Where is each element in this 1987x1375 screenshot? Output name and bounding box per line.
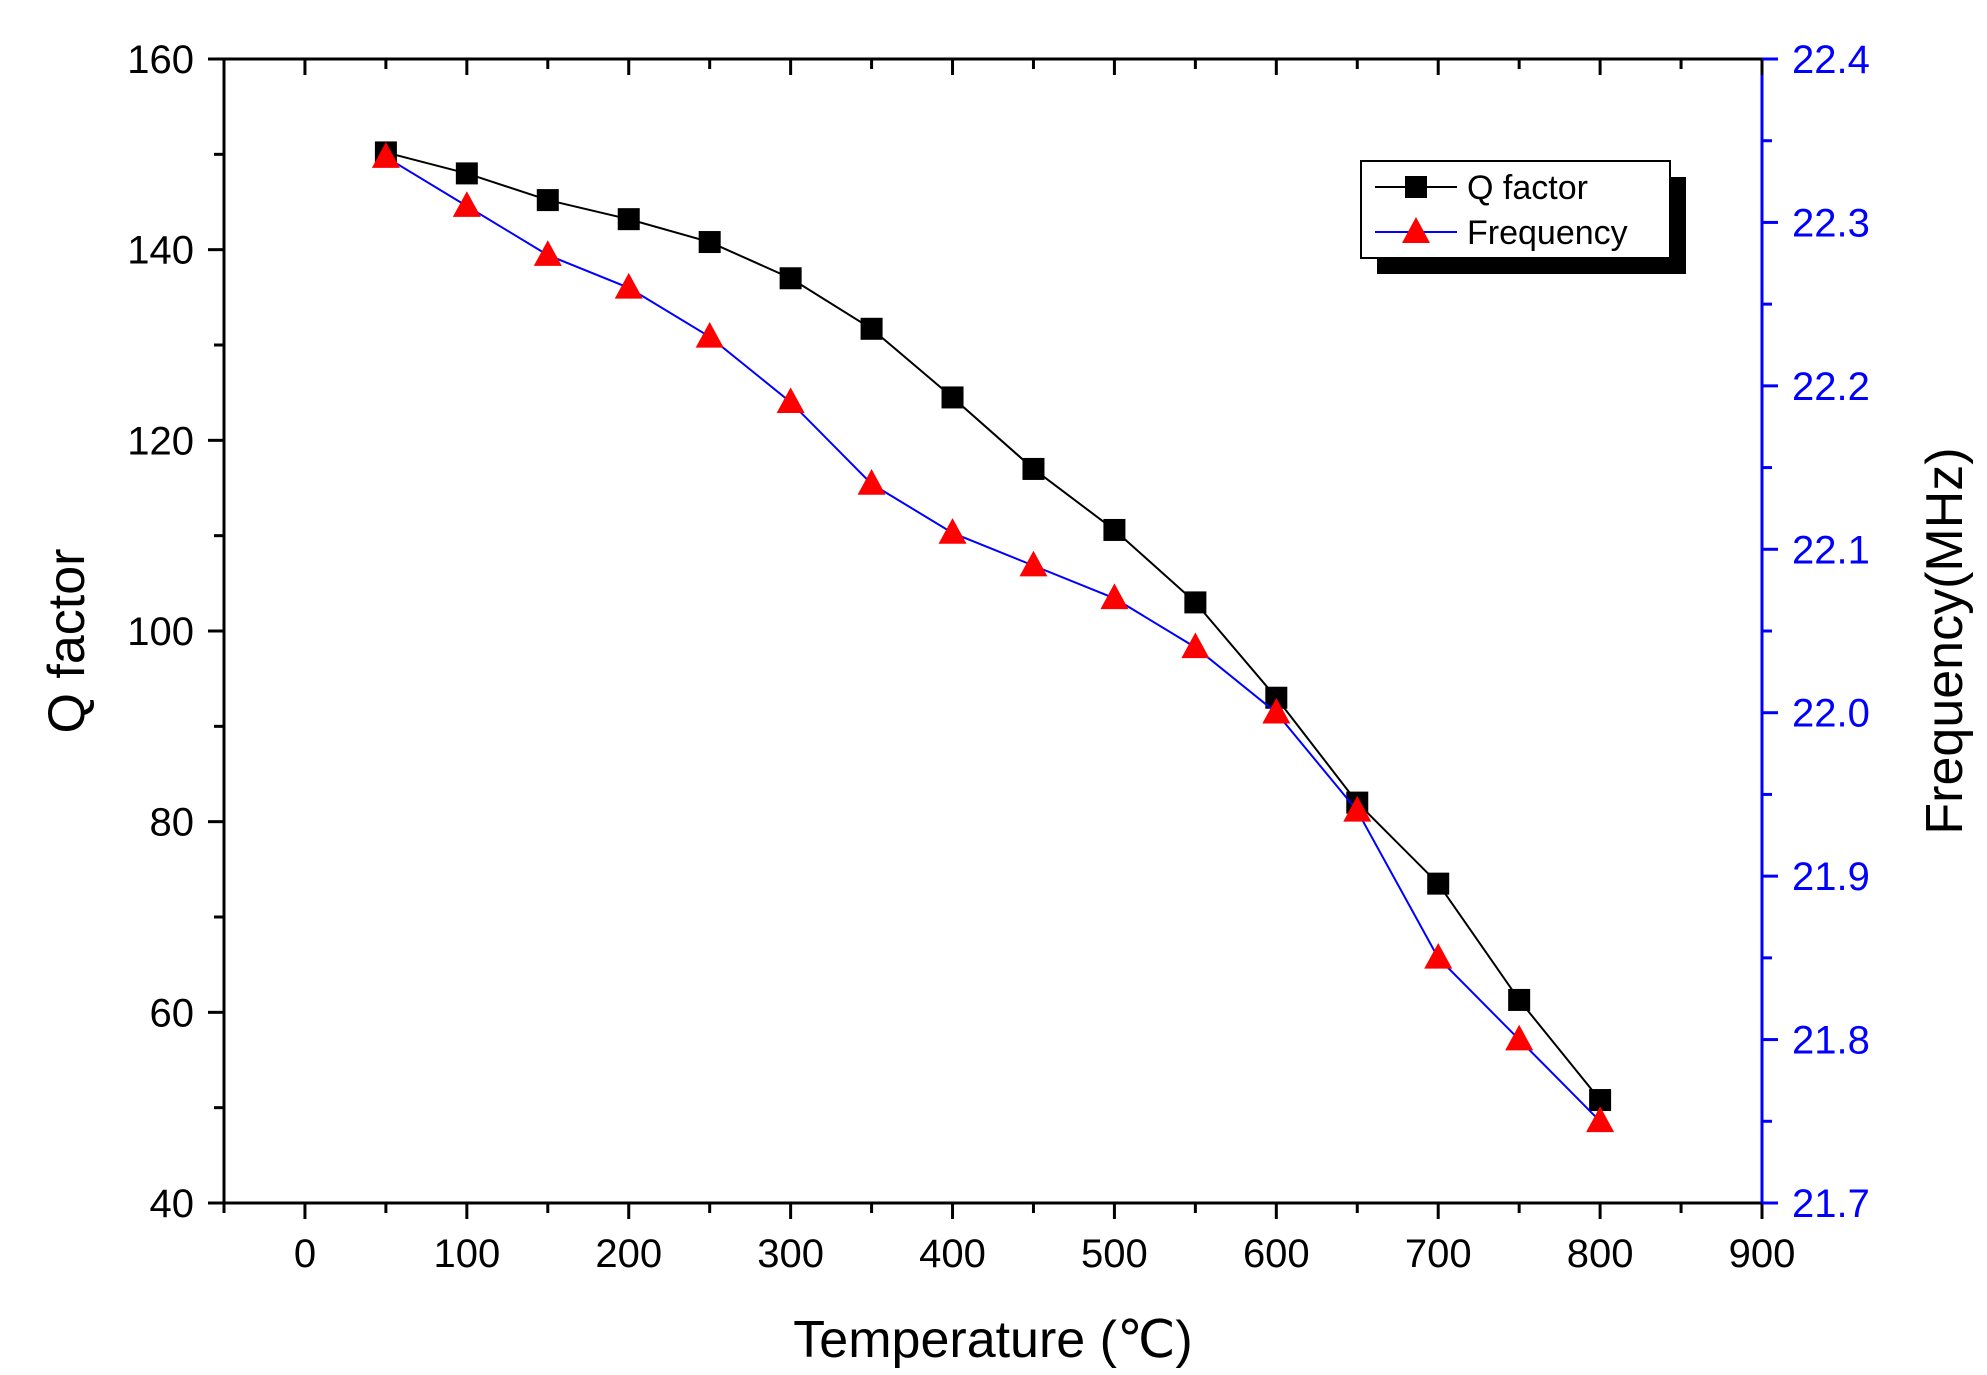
frequency-point bbox=[1100, 583, 1129, 610]
y-right-tick-label: 22.1 bbox=[1792, 528, 1870, 572]
legend-marker-square bbox=[1405, 176, 1427, 198]
q-factor-point bbox=[1022, 457, 1045, 480]
y-right-tick-label: 22.4 bbox=[1792, 38, 1870, 82]
series-line-q-factor bbox=[385, 151, 1601, 1101]
y-left-tick-label: 140 bbox=[127, 229, 194, 273]
y-axis-right-title: Frequency(MHz) bbox=[1916, 447, 1974, 834]
x-tick-label: 0 bbox=[294, 1232, 316, 1276]
x-tick-label: 900 bbox=[1729, 1232, 1796, 1276]
frequency-point bbox=[1262, 697, 1291, 724]
frequency-point bbox=[1424, 942, 1453, 969]
frequency-point bbox=[695, 321, 724, 348]
y-left-tick-label: 80 bbox=[150, 801, 195, 845]
q-factor-point bbox=[455, 162, 478, 185]
frequency-point bbox=[938, 518, 967, 544]
ticks: 0 100 200 300 400 500 600 700 800 900 40 60 80 100 120… bbox=[127, 38, 1870, 1276]
y-right-tick-label: 21.8 bbox=[1792, 1019, 1870, 1063]
frequency-point bbox=[614, 272, 643, 299]
x-axis-title: Temperature (℃) bbox=[793, 1311, 1192, 1369]
frequency-point bbox=[1505, 1024, 1534, 1051]
series bbox=[371, 141, 1615, 1133]
y-right-tick-label: 22.2 bbox=[1792, 365, 1870, 409]
y-left-tick-label: 120 bbox=[127, 419, 194, 463]
legend-label: Q factor bbox=[1467, 169, 1588, 207]
frequency-point bbox=[533, 240, 562, 266]
legend-marker-triangle bbox=[1402, 217, 1430, 243]
x-tick-label: 700 bbox=[1405, 1232, 1472, 1276]
y-left-tick-label: 60 bbox=[150, 991, 195, 1035]
y-right-tick-label: 22.3 bbox=[1792, 201, 1870, 245]
q-factor-point bbox=[1589, 1089, 1612, 1112]
frequency-point bbox=[452, 191, 481, 217]
series-line-frequency bbox=[385, 156, 1601, 1122]
q-factor-point bbox=[698, 231, 721, 254]
y-left-tick-label: 100 bbox=[127, 610, 194, 654]
q-factor-point bbox=[1103, 518, 1126, 541]
q-factor-point bbox=[860, 317, 883, 340]
y-axis-left-title: Q factor bbox=[38, 549, 96, 734]
q-factor-point bbox=[779, 267, 802, 290]
y-right-tick-label: 22.0 bbox=[1792, 692, 1870, 736]
y-right-tick-label: 21.9 bbox=[1792, 855, 1870, 899]
x-tick-label: 800 bbox=[1567, 1232, 1634, 1276]
x-tick-label: 400 bbox=[919, 1232, 986, 1276]
legend-label: Frequency bbox=[1467, 214, 1628, 252]
frequency-point bbox=[1181, 632, 1210, 659]
y-left-tick-label: 160 bbox=[127, 38, 194, 82]
frequency-point bbox=[371, 142, 400, 168]
q-factor-point bbox=[1265, 686, 1288, 709]
q-factor-point bbox=[1427, 872, 1450, 895]
q-factor-point bbox=[941, 386, 964, 409]
q-factor-point bbox=[536, 189, 559, 212]
q-factor-point bbox=[617, 208, 640, 231]
q-factor-point bbox=[1184, 591, 1207, 614]
y-right-tick-label: 21.7 bbox=[1792, 1182, 1870, 1226]
legend: Q factor Frequency bbox=[1360, 160, 1686, 274]
x-tick-label: 100 bbox=[433, 1232, 500, 1276]
x-tick-label: 600 bbox=[1243, 1232, 1310, 1276]
x-tick-label: 200 bbox=[595, 1232, 662, 1276]
frequency-point bbox=[857, 469, 886, 495]
frequency-point bbox=[1019, 550, 1048, 577]
frequency-point bbox=[1343, 795, 1372, 822]
frequency-point bbox=[1586, 1106, 1615, 1133]
y-left-tick-label: 40 bbox=[150, 1182, 195, 1226]
x-tick-label: 500 bbox=[1081, 1232, 1148, 1276]
frequency-point bbox=[776, 387, 805, 413]
x-tick-label: 300 bbox=[757, 1232, 824, 1276]
q-factor-point bbox=[1508, 988, 1531, 1011]
